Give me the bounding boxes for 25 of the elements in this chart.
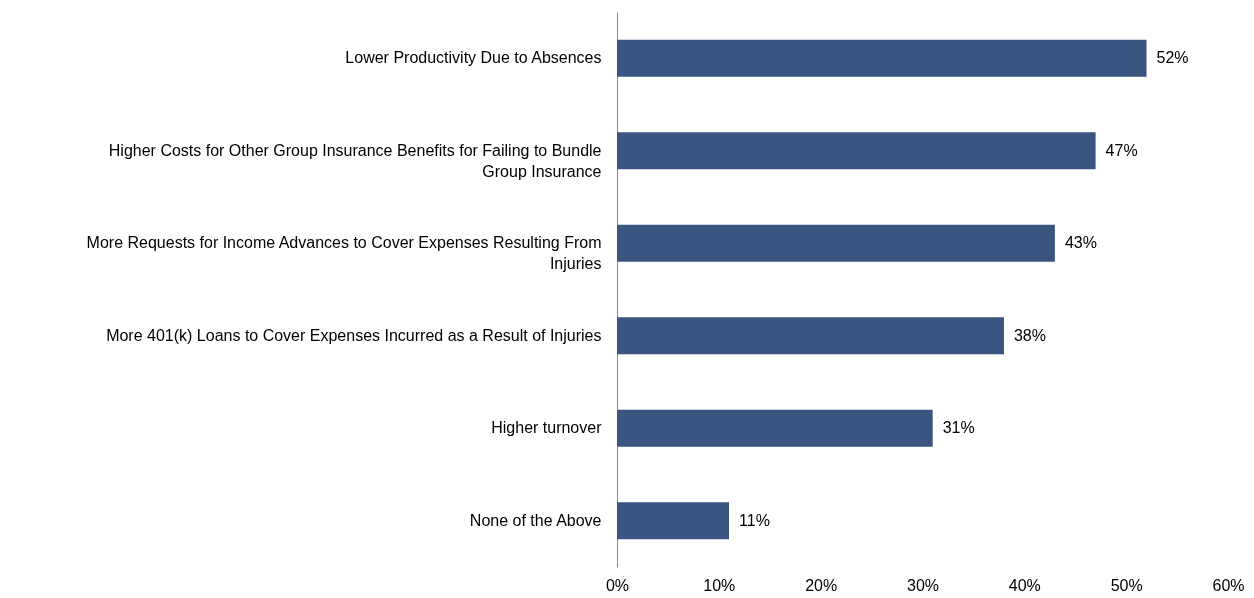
y-tick-label: Higher turnover — [491, 419, 603, 437]
data-label: 43% — [1064, 234, 1097, 252]
bar — [617, 317, 1004, 355]
y-tick-label: More Requests for Income Advances to Cover Expenses Resulting From Injuries — [86, 234, 602, 273]
x-tick-label: 10% — [703, 576, 736, 594]
x-tick-label: 60% — [1212, 576, 1245, 594]
x-tick-label: 20% — [805, 576, 838, 594]
bar — [617, 224, 1055, 262]
x-tick-label: 30% — [906, 576, 940, 594]
data-label: 31% — [942, 419, 975, 437]
bar — [617, 502, 730, 540]
data-label: 11% — [739, 511, 770, 529]
bar — [617, 39, 1147, 77]
y-tick-label: Higher Costs for Other Group Insurance Benefits for Failing to Bundle Group Insurance — [108, 141, 602, 180]
data-label: 47% — [1105, 141, 1138, 159]
bar — [617, 409, 933, 447]
data-label: 38% — [1013, 326, 1046, 344]
x-tick-label: 40% — [1008, 576, 1041, 594]
bar — [617, 132, 1096, 170]
x-tick-label: 0% — [605, 576, 630, 594]
y-tick-label: More 401(k) Loans to Cover Expenses Incurred as a Result of Injuries — [106, 326, 602, 344]
y-tick-label: None of the Above — [469, 511, 602, 529]
data-label: 52% — [1156, 49, 1189, 67]
y-tick-label: Lower Productivity Due to Absences — [345, 49, 602, 67]
x-tick-label: 50% — [1110, 576, 1143, 594]
